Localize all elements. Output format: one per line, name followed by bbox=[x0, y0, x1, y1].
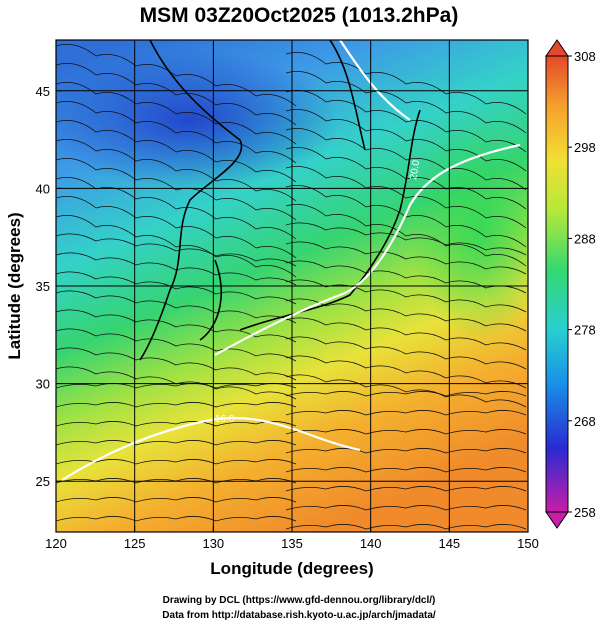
streamline-33 bbox=[285, 355, 527, 389]
coastline-sakhalin bbox=[329, 40, 366, 151]
streamline-14 bbox=[56, 176, 297, 240]
lat-lon-grid bbox=[56, 40, 528, 532]
streamline-15 bbox=[285, 184, 527, 248]
streamline-5 bbox=[285, 89, 527, 153]
x-tick-label: 145 bbox=[438, 536, 460, 551]
streamline-8 bbox=[56, 119, 297, 183]
x-tick-label: 125 bbox=[124, 536, 146, 551]
coastline-asia bbox=[149, 40, 243, 291]
y-axis-label: Latitude (degrees) bbox=[5, 212, 24, 359]
x-tick-label: 150 bbox=[517, 536, 539, 551]
y-tick-label: 25 bbox=[36, 474, 50, 489]
streamline-7 bbox=[285, 108, 527, 172]
streamline-12 bbox=[56, 157, 297, 221]
y-axis-ticks: 25 30 35 40 45 bbox=[36, 84, 62, 489]
streamline-29 bbox=[285, 317, 527, 351]
streamline-44 bbox=[56, 459, 297, 465]
streamline-48 bbox=[56, 497, 297, 503]
streamline-40 bbox=[56, 421, 297, 427]
colorbar-top-arrow bbox=[545, 39, 569, 57]
colorbar-label: 288 bbox=[574, 231, 596, 246]
streamline-3 bbox=[285, 70, 527, 134]
streamline-32 bbox=[56, 347, 297, 381]
streamline-23 bbox=[285, 260, 527, 294]
chart-title: MSM 03Z20Oct2025 (1013.2hPa) bbox=[140, 4, 459, 27]
streamline-0 bbox=[56, 43, 297, 107]
streamline-31 bbox=[285, 336, 527, 370]
cold-region-north bbox=[56, 50, 340, 190]
isotherms bbox=[61, 40, 521, 481]
streamline-39 bbox=[285, 410, 527, 416]
streamline-1 bbox=[285, 51, 527, 115]
y-tick-label: 45 bbox=[36, 84, 50, 99]
streamline-50 bbox=[56, 516, 297, 522]
colorbar-bottom-arrow bbox=[545, 511, 569, 529]
streamline-38 bbox=[56, 402, 297, 408]
coastline-china bbox=[139, 289, 171, 361]
cool-region-east bbox=[410, 120, 528, 340]
streamline-13 bbox=[285, 165, 527, 229]
streamline-17 bbox=[285, 203, 527, 267]
x-axis-label: Longitude (degrees) bbox=[210, 559, 373, 578]
streamline-4 bbox=[56, 81, 297, 145]
streamline-6 bbox=[56, 100, 297, 164]
isotherm-16 bbox=[61, 416, 361, 481]
streamline-47 bbox=[285, 486, 527, 492]
x-tick-label: 120 bbox=[45, 536, 67, 551]
y-tick-label: 35 bbox=[36, 279, 50, 294]
streamline-28 bbox=[56, 309, 297, 343]
colorbar-labels: 308 298 288 278 268 258 bbox=[568, 49, 596, 520]
isotherm-20 bbox=[214, 143, 521, 356]
streamline-27 bbox=[285, 298, 527, 332]
streamline-41 bbox=[285, 429, 527, 435]
y-tick-label: 40 bbox=[36, 181, 50, 196]
colorbar-label: 308 bbox=[574, 49, 596, 64]
streamline-18 bbox=[56, 214, 297, 278]
colorbar: 308 298 288 278 268 258 bbox=[545, 39, 596, 529]
streamline-45 bbox=[285, 467, 527, 473]
x-axis-ticks: 120 125 130 135 140 145 150 bbox=[45, 526, 539, 551]
x-tick-label: 130 bbox=[202, 536, 224, 551]
streamline-30 bbox=[56, 328, 297, 362]
streamline-42 bbox=[56, 440, 297, 446]
streamline-26 bbox=[56, 290, 297, 324]
streamlines bbox=[56, 43, 527, 530]
streamline-22 bbox=[56, 252, 297, 286]
colorbar-label: 258 bbox=[574, 505, 596, 520]
streamline-9 bbox=[285, 127, 527, 191]
streamline-36 bbox=[56, 383, 297, 389]
isotherm-north bbox=[339, 40, 411, 121]
streamline-16 bbox=[56, 195, 297, 259]
streamline-35 bbox=[285, 374, 527, 408]
coastline-japan-north bbox=[399, 109, 421, 211]
streamline-25 bbox=[285, 279, 527, 313]
streamline-24 bbox=[56, 271, 297, 305]
colorbar-label: 278 bbox=[574, 323, 596, 338]
coastline-korea bbox=[199, 259, 223, 341]
credit-drawing: Drawing by DCL (https://www.gfd-dennou.o… bbox=[163, 595, 436, 606]
streamline-2 bbox=[56, 62, 297, 126]
contour-label-20: 20.0 bbox=[408, 159, 422, 181]
streamline-51 bbox=[285, 524, 527, 530]
streamline-19 bbox=[285, 222, 527, 256]
streamline-10 bbox=[56, 138, 297, 202]
y-tick-label: 30 bbox=[36, 377, 50, 392]
streamline-20 bbox=[56, 233, 297, 267]
map-panel: 20.0 16.0 bbox=[56, 40, 528, 532]
streamline-43 bbox=[285, 448, 527, 454]
streamline-37 bbox=[285, 391, 527, 397]
streamline-49 bbox=[285, 505, 527, 511]
colorbar-label: 268 bbox=[574, 414, 596, 429]
x-tick-label: 140 bbox=[360, 536, 382, 551]
coastlines bbox=[139, 40, 421, 361]
coastline-japan-honshu bbox=[239, 209, 401, 331]
contour-label-16: 16.0 bbox=[215, 414, 235, 425]
colorbar-label: 298 bbox=[574, 140, 596, 155]
streamline-21 bbox=[285, 241, 527, 275]
colorbar-gradient bbox=[545, 55, 569, 513]
credit-data: Data from http://database.rish.kyoto-u.a… bbox=[162, 610, 436, 621]
x-tick-label: 135 bbox=[281, 536, 303, 551]
